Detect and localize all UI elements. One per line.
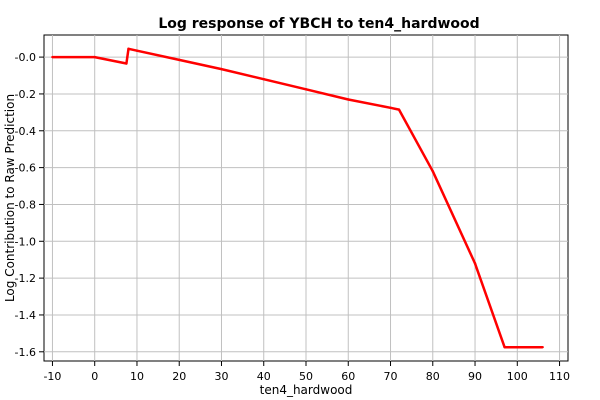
y-tick-label: -1.2 <box>15 272 36 285</box>
x-tick-label: 60 <box>341 370 355 383</box>
x-tick-label: 100 <box>507 370 528 383</box>
y-tick-label: -0.8 <box>15 198 36 211</box>
data-point <box>220 67 223 71</box>
grid-lines <box>44 35 568 361</box>
series-layer <box>51 47 544 349</box>
data-point <box>541 345 544 349</box>
data-point <box>135 49 139 52</box>
y-tick-label: -1.6 <box>15 346 36 359</box>
x-tick-label: 20 <box>172 370 186 383</box>
data-point <box>127 47 130 51</box>
data-point <box>431 170 434 173</box>
chart-title: Log response of YBCH to ten4_hardwood <box>158 16 479 32</box>
x-tick-label: 30 <box>214 370 228 383</box>
x-axis-title: ten4_hardwood <box>260 383 353 397</box>
data-point <box>262 78 265 81</box>
x-tick-label: 70 <box>384 370 398 383</box>
y-tick-label: -1.0 <box>15 235 36 248</box>
y-tick-label: -0.4 <box>15 125 36 138</box>
y-axis-title: Log Contribution to Raw Prediction <box>3 94 17 302</box>
series-line <box>52 47 543 349</box>
y-tick-label: -1.4 <box>15 309 36 322</box>
data-point <box>125 62 128 65</box>
data-point <box>51 55 54 59</box>
x-tick-label: 10 <box>130 370 144 383</box>
data-point <box>473 262 477 265</box>
data-point <box>347 98 350 101</box>
y-tick-label: -0.0 <box>15 51 36 64</box>
x-tick-label: 0 <box>91 370 98 383</box>
data-point <box>93 55 96 59</box>
x-tick-label: 90 <box>468 370 482 383</box>
data-point <box>389 106 392 109</box>
data-point <box>397 108 401 111</box>
y-tick-label: -0.2 <box>15 88 36 101</box>
x-tick-label: 40 <box>257 370 271 383</box>
x-tick-label: -10 <box>43 370 61 383</box>
y-axis-ticks: -0.0 -0.2 -0.4 -0.6 -0.8 -1.0 -1.2 -1.4 -1.6 <box>15 51 44 359</box>
x-tick-label: 50 <box>299 370 313 383</box>
data-point <box>304 88 308 91</box>
data-point <box>178 58 181 62</box>
x-tick-label: 110 <box>549 370 570 383</box>
data-point <box>503 345 506 349</box>
x-axis-ticks: -10 0 10 20 30 40 50 60 70 80 90 100 110 <box>43 361 570 383</box>
y-tick-label: -0.6 <box>15 162 36 175</box>
x-tick-label: 80 <box>426 370 440 383</box>
